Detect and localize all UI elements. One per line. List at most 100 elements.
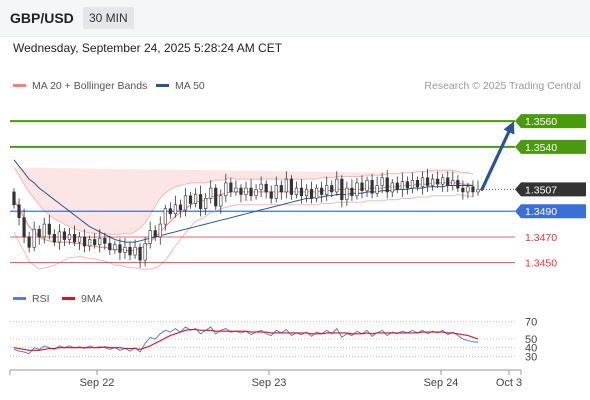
- candle-body: [309, 189, 314, 199]
- candle-body: [370, 180, 374, 194]
- candle-body: [299, 187, 304, 197]
- legend-rsi: RSI: [13, 293, 50, 305]
- bollinger-lower: [13, 193, 474, 270]
- candle-body: [254, 189, 258, 197]
- candle-body: [431, 178, 435, 186]
- candle-body: [88, 239, 92, 247]
- candle-body: [405, 181, 409, 189]
- candle-body: [441, 177, 445, 185]
- candle-body: [148, 230, 152, 244]
- candle-body: [471, 186, 475, 193]
- candle-body: [173, 204, 177, 215]
- candle-body: [476, 189, 480, 193]
- price-tag-label-2: 1.3507: [525, 184, 557, 196]
- chart-header: GBP/USD 30 MIN: [0, 0, 590, 37]
- candle-body: [320, 187, 324, 195]
- candle-body: [355, 182, 359, 197]
- bollinger-upper: [13, 167, 474, 235]
- candle-body: [93, 239, 97, 245]
- candle-body: [67, 234, 72, 240]
- rsi-tick-label: 30: [525, 351, 537, 363]
- time-tick-label: Sep 24: [424, 377, 459, 389]
- candle-body: [229, 182, 233, 193]
- candle-body: [12, 191, 16, 206]
- legend-9ma: 9MA: [62, 293, 103, 305]
- candle-body: [47, 223, 51, 235]
- candle-body: [37, 228, 41, 238]
- candle-body: [451, 180, 455, 186]
- candle-body: [239, 187, 243, 195]
- candle-body: [274, 185, 278, 199]
- candle-body: [315, 187, 319, 199]
- candle-body: [425, 177, 430, 186]
- time-axis: Sep 22 Sep 23 Sep 24 Oct 3: [9, 369, 522, 389]
- candle-body: [415, 180, 420, 188]
- candle-body: [219, 195, 223, 207]
- candle-body: [133, 246, 137, 256]
- candle-body: [330, 185, 334, 193]
- level-label-5: 1.3450: [525, 258, 557, 270]
- level-tags: 1.3560 1.3540 1.3507 1.3490 1.3470 1.3450: [515, 114, 586, 270]
- candle-body: [456, 180, 460, 189]
- candle-body: [183, 195, 188, 211]
- rsi-swatch: [13, 296, 26, 300]
- candle-body: [108, 243, 112, 251]
- currency-pair: GBP/USD: [10, 10, 74, 26]
- candle-body: [446, 177, 450, 186]
- legend-ma20: MA 20 + Bollinger Bands: [13, 80, 147, 92]
- candle-body: [345, 187, 349, 200]
- rsi-9ma-line: [13, 328, 479, 351]
- candlesticks: [12, 168, 480, 268]
- candle-body: [385, 177, 389, 193]
- candle-body: [224, 182, 228, 197]
- price-tag-label-0: 1.3560: [525, 116, 557, 128]
- candle-body: [118, 244, 122, 253]
- level-label-4: 1.3470: [525, 232, 557, 244]
- candle-body: [466, 186, 470, 193]
- candle-body: [62, 231, 67, 240]
- legend-ma20-label: MA 20 + Bollinger Bands: [32, 80, 148, 92]
- legend-9ma-label: 9MA: [81, 293, 103, 305]
- candle-body: [98, 237, 102, 245]
- bollinger-fill: [14, 167, 473, 235]
- candle-body: [113, 244, 117, 251]
- candle-body: [289, 178, 293, 195]
- ma20-swatch: [13, 83, 26, 87]
- candle-body: [214, 187, 218, 207]
- candle-body: [264, 183, 268, 193]
- candle-body: [436, 178, 440, 185]
- research-credit: Research © 2025 Trading Central: [424, 80, 581, 92]
- candle-body: [199, 194, 203, 209]
- target-arrow-head: [503, 121, 515, 135]
- candle-body: [178, 204, 183, 211]
- report-datetime: Wednesday, September 24, 2025 5:28:24 AM…: [13, 41, 283, 55]
- candle-body: [52, 234, 56, 243]
- price-tag-2: [515, 182, 586, 197]
- price-tag-0: [515, 114, 586, 129]
- candle-body: [17, 204, 21, 218]
- candle-body: [420, 177, 425, 188]
- candle-body: [163, 208, 167, 225]
- candle-body: [123, 246, 127, 253]
- legend-ma50: MA 50: [156, 80, 205, 92]
- candle-body: [57, 231, 61, 243]
- candle-body: [400, 181, 404, 190]
- bollinger-bands: [13, 167, 474, 270]
- candle-body: [204, 198, 208, 209]
- candle-body: [395, 182, 399, 190]
- rsi-tick-label: 70: [525, 317, 537, 329]
- price-tag-label-1: 1.3540: [525, 142, 557, 154]
- target-arrow: [480, 121, 515, 191]
- candle-body: [138, 246, 142, 261]
- candle-body: [340, 178, 344, 200]
- candle-body: [153, 230, 157, 238]
- candle-body: [365, 180, 369, 191]
- candle-body: [360, 182, 364, 191]
- timeframe-button[interactable]: 30 MIN: [83, 7, 134, 29]
- candle-body: [269, 191, 273, 199]
- candle-body: [72, 234, 77, 243]
- candle-body: [77, 236, 82, 243]
- rsi-tick-label: 40: [525, 343, 537, 355]
